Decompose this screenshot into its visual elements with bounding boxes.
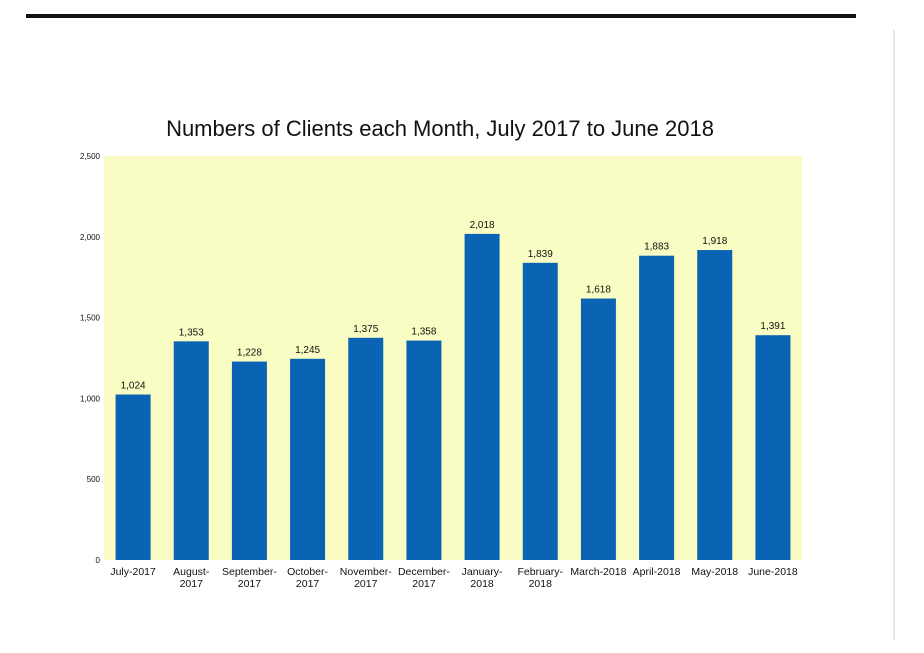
x-tick-label: 2017: [296, 578, 320, 590]
data-label: 1,391: [760, 321, 785, 332]
y-tick-label: 0: [96, 556, 101, 565]
bar: [406, 340, 442, 560]
data-label: 2,018: [470, 220, 495, 231]
data-label: 1,918: [702, 236, 727, 247]
x-tick-label: August-: [173, 566, 210, 578]
x-tick-label: October-: [287, 566, 328, 578]
bar: [522, 262, 558, 560]
bar: [464, 233, 500, 560]
plot-area: [104, 156, 802, 560]
x-tick-label: 2017: [238, 578, 262, 590]
bar: [348, 337, 384, 560]
bar: [580, 298, 616, 560]
x-tick-label: December-: [398, 566, 450, 578]
data-label: 1,883: [644, 242, 669, 253]
x-tick-label: May-2018: [691, 566, 738, 578]
x-tick-label: March-2018: [570, 566, 626, 578]
data-label: 1,618: [586, 285, 611, 296]
scan-right-edge: [893, 30, 895, 640]
data-label: 1,353: [179, 327, 204, 338]
bar: [173, 341, 209, 560]
x-tick-label: 2018: [529, 578, 553, 590]
x-tick-label: June-2018: [748, 566, 798, 578]
y-tick-label: 2,000: [80, 233, 101, 242]
x-tick-label: 2017: [354, 578, 378, 590]
x-tick-label: November-: [340, 566, 392, 578]
y-tick-label: 500: [87, 475, 101, 484]
scan-top-border: [26, 14, 856, 18]
chart-title: Numbers of Clients each Month, July 2017…: [166, 116, 714, 141]
y-tick-label: 2,500: [80, 152, 101, 161]
x-tick-label: April-2018: [633, 566, 681, 578]
bar: [697, 250, 733, 560]
y-tick-label: 1,500: [80, 314, 101, 323]
data-label: 1,228: [237, 348, 262, 359]
data-label: 1,245: [295, 345, 320, 356]
x-tick-label: July-2017: [110, 566, 156, 578]
value-labels: 1,024 1,353 1,228 1,245 1,375 1,358 2,018 1,839…: [121, 220, 786, 392]
data-label: 1,375: [353, 324, 378, 335]
bar: [115, 394, 151, 560]
data-label: 1,358: [411, 327, 436, 338]
y-axis: 0 500 1,000 1,500 2,000 2,500: [80, 152, 101, 565]
data-label: 1,024: [121, 381, 146, 392]
bar: [231, 361, 267, 560]
x-axis: July-2017 August-2017September-2017Octobe…: [110, 566, 798, 590]
x-tick-label: 2017: [412, 578, 436, 590]
x-tick-label: 2017: [180, 578, 204, 590]
bar: [290, 358, 326, 560]
y-tick-label: 1,000: [80, 394, 101, 403]
bars: [115, 233, 791, 560]
x-tick-label: September-: [222, 566, 277, 578]
bar: [639, 255, 675, 560]
x-tick-label: 2018: [470, 578, 494, 590]
x-tick-label: January-: [462, 566, 503, 578]
bar: [755, 335, 791, 560]
data-label: 1,839: [528, 249, 553, 260]
x-tick-label: February-: [517, 566, 563, 578]
